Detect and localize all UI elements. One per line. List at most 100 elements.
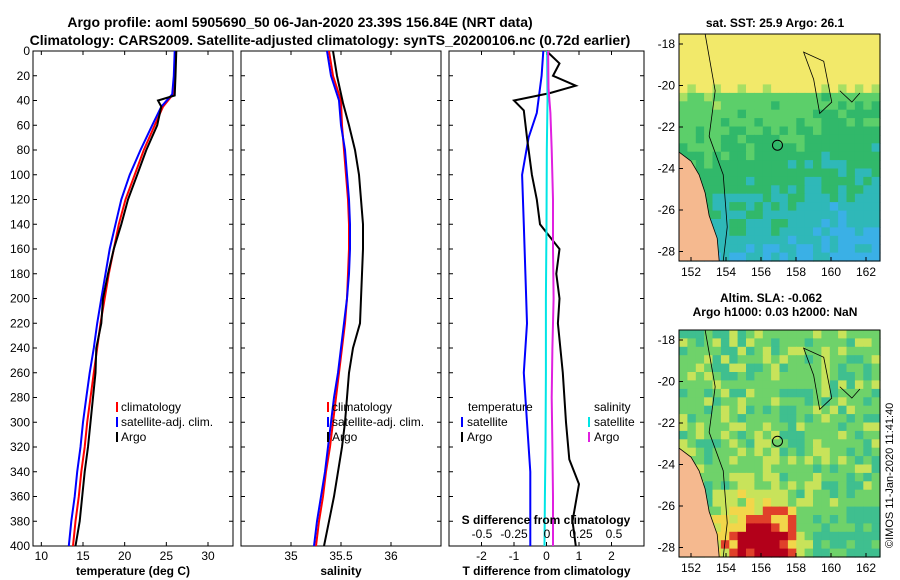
map-cell (754, 42, 764, 52)
map-cell (779, 176, 789, 186)
map-cell (771, 67, 781, 77)
map-cell (854, 355, 864, 365)
map-cell (829, 439, 839, 449)
map-cell (762, 160, 772, 170)
map-cell (871, 506, 881, 516)
map-cell (737, 515, 747, 524)
map-cell (737, 34, 747, 43)
map-cell (746, 531, 755, 541)
map-cell (871, 109, 881, 119)
map-cell (854, 202, 864, 212)
map-cell (863, 489, 873, 499)
map-cell (787, 498, 797, 508)
map-cell (838, 523, 848, 533)
map-cell (838, 397, 848, 407)
map-cell (854, 439, 864, 449)
map-cell (863, 397, 873, 407)
map-cell (695, 50, 705, 60)
map-cell (829, 346, 839, 356)
map-cell (838, 101, 848, 111)
map-cell (787, 548, 797, 558)
map-cell (779, 202, 789, 212)
map-cell (720, 252, 730, 262)
map-cell (804, 109, 814, 119)
map-cell (854, 422, 864, 432)
map-cell (838, 210, 848, 220)
map-cell (804, 388, 814, 398)
map-cell (695, 109, 705, 119)
map-cell (787, 388, 797, 398)
map-cell (821, 439, 831, 449)
map-cell (838, 143, 848, 153)
map-cell (813, 168, 822, 178)
map-cell (729, 42, 739, 52)
map-cell (754, 235, 764, 245)
map-cell (821, 160, 831, 170)
map-cell (746, 34, 755, 43)
map-cell (796, 219, 806, 228)
map-cell (704, 34, 714, 43)
map-cell (737, 244, 747, 254)
map-cell (829, 252, 839, 262)
map-cell (695, 118, 705, 128)
map-cell (729, 202, 739, 212)
map-cell (863, 388, 873, 398)
map-cell (787, 472, 797, 482)
map-cell (871, 185, 881, 195)
map-cell (771, 118, 781, 128)
map-cell (787, 59, 797, 69)
map-cell (720, 67, 730, 77)
map-cell (729, 506, 739, 516)
map-cell (804, 50, 814, 60)
header-line2: Climatology: CARS2009. Satellite-adjuste… (30, 32, 631, 48)
map-cell (796, 548, 806, 558)
map-cell (779, 414, 789, 424)
map-cell (838, 67, 848, 77)
map-cell (871, 338, 881, 348)
map-cell (871, 176, 881, 186)
map-cell (846, 50, 856, 60)
map-cell (787, 355, 797, 365)
map-cell (771, 193, 781, 203)
map-cell (754, 540, 764, 550)
map-cell (796, 118, 806, 128)
map-cell (804, 151, 814, 161)
map-cell (871, 447, 881, 457)
map-cell (863, 472, 873, 482)
map-cell (687, 414, 697, 424)
map-cell (754, 59, 764, 69)
map-cell (704, 414, 714, 424)
map-cell (804, 456, 814, 466)
map-cell (695, 372, 705, 381)
map-cell (754, 109, 764, 119)
map-cell (754, 50, 764, 60)
map-cell (863, 515, 873, 524)
map-cell (796, 506, 806, 516)
reef-contour (802, 51, 833, 115)
map-cell (729, 168, 739, 178)
map-cell (712, 414, 722, 424)
ytick-label: 200 (10, 292, 30, 306)
map-cell (813, 355, 822, 365)
map-cell (720, 414, 730, 424)
map-cell (704, 464, 714, 474)
map-cell (695, 363, 705, 373)
map-cell (737, 355, 747, 365)
map-cell (746, 548, 755, 558)
map-ytick-label: -20 (658, 375, 676, 389)
map-cell (829, 84, 839, 94)
map-cell (787, 202, 797, 212)
map-cell (704, 397, 714, 407)
map-cell (771, 548, 781, 558)
map-cell (779, 67, 789, 77)
map-cell (787, 126, 797, 136)
map-cell (796, 439, 806, 449)
map-cell (863, 151, 873, 161)
map-cell (729, 548, 739, 558)
ytick-label: 300 (10, 415, 30, 429)
map-cell (746, 134, 755, 144)
map-cell (796, 464, 806, 474)
salinity-series-satellite-adj-clim- (313, 50, 351, 547)
map-cell (846, 346, 856, 356)
map-cell (813, 464, 822, 474)
